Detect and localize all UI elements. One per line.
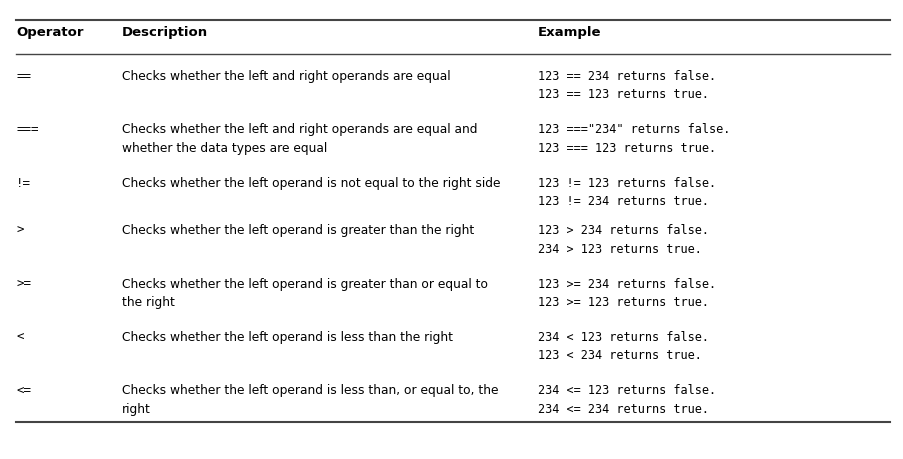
- Text: Operator: Operator: [16, 26, 84, 39]
- Text: !=: !=: [16, 176, 32, 189]
- Text: the right: the right: [122, 296, 174, 308]
- Text: >=: >=: [16, 277, 32, 290]
- Text: 123 >= 123 returns true.: 123 >= 123 returns true.: [537, 296, 708, 308]
- Text: 234 <= 234 returns true.: 234 <= 234 returns true.: [537, 402, 708, 415]
- Text: 123 >= 234 returns false.: 123 >= 234 returns false.: [537, 277, 715, 290]
- Text: 123 != 123 returns false.: 123 != 123 returns false.: [537, 176, 715, 189]
- Text: right: right: [122, 402, 151, 415]
- Text: Checks whether the left and right operands are equal: Checks whether the left and right operan…: [122, 70, 451, 83]
- Text: 123 > 234 returns false.: 123 > 234 returns false.: [537, 224, 708, 237]
- Text: 123 < 234 returns true.: 123 < 234 returns true.: [537, 349, 701, 362]
- Text: Checks whether the left operand is less than, or equal to, the: Checks whether the left operand is less …: [122, 384, 498, 397]
- Text: 234 < 123 returns false.: 234 < 123 returns false.: [537, 330, 708, 343]
- Text: 123 ==="234" returns false.: 123 ==="234" returns false.: [537, 123, 730, 136]
- Text: 123 == 234 returns false.: 123 == 234 returns false.: [537, 70, 715, 83]
- Text: <: <: [16, 330, 23, 343]
- Text: Checks whether the left operand is greater than the right: Checks whether the left operand is great…: [122, 224, 474, 237]
- Text: whether the data types are equal: whether the data types are equal: [122, 141, 327, 154]
- Text: Description: Description: [122, 26, 208, 39]
- Text: Checks whether the left operand is not equal to the right side: Checks whether the left operand is not e…: [122, 176, 500, 189]
- Text: Checks whether the left and right operands are equal and: Checks whether the left and right operan…: [122, 123, 477, 136]
- Text: 123 != 234 returns true.: 123 != 234 returns true.: [537, 195, 708, 207]
- Text: Example: Example: [537, 26, 600, 39]
- Text: >: >: [16, 224, 23, 237]
- Text: Checks whether the left operand is less than the right: Checks whether the left operand is less …: [122, 330, 452, 343]
- Text: 234 <= 123 returns false.: 234 <= 123 returns false.: [537, 384, 715, 397]
- Text: Checks whether the left operand is greater than or equal to: Checks whether the left operand is great…: [122, 277, 488, 290]
- Text: ==: ==: [16, 70, 32, 83]
- Text: 123 == 123 returns true.: 123 == 123 returns true.: [537, 88, 708, 101]
- Text: 234 > 123 returns true.: 234 > 123 returns true.: [537, 242, 701, 255]
- Text: ===: ===: [16, 123, 39, 136]
- Text: <=: <=: [16, 384, 32, 397]
- Text: 123 === 123 returns true.: 123 === 123 returns true.: [537, 141, 715, 154]
